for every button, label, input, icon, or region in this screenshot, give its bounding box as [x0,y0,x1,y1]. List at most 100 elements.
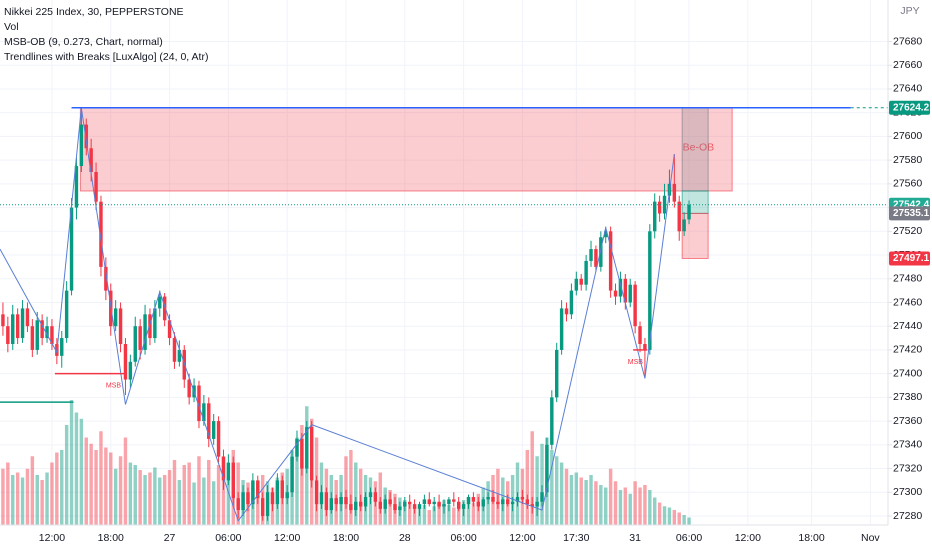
candle-body [128,361,133,380]
y-tick-label: 27680 [893,35,922,47]
y-tick-label: 27600 [893,130,922,142]
volume-bar [633,481,637,525]
candle-body [535,501,539,507]
volume-bar [84,437,88,525]
candle-body [550,397,554,445]
volume-bar [599,485,603,525]
candle-body [540,492,544,502]
candle-body [314,480,319,505]
volume-bar [349,450,353,525]
candle-body [407,501,412,505]
candle-body [520,497,525,500]
x-tick-label: 17:30 [563,532,589,544]
candle-body [618,278,623,297]
volume-bar [564,468,569,525]
candle-body [6,326,10,344]
volume-bar [579,477,583,525]
volume-bar [604,487,608,525]
volume-bar [211,481,216,525]
volume-bar [89,443,93,525]
legend-indicator: Trendlines with Breaks [LuxAlgo] (24, 0,… [4,51,208,63]
candle-body [530,504,534,507]
price-label: 27624.2 [893,102,930,113]
candle-body [35,320,39,350]
volume-bar [187,462,191,525]
candle-body [202,403,206,422]
candle-body [104,266,108,291]
volume-bar [113,468,118,525]
volume-bar [456,502,461,525]
candle-body [50,326,54,344]
candle-body [40,320,44,339]
candle-body [388,499,392,505]
candle-body [393,504,397,511]
candle-body [285,492,289,499]
candle-body [69,207,74,291]
candle-body [153,308,157,339]
volume-bar [623,487,628,525]
candle-body [657,201,662,214]
volume-bar [447,505,451,525]
volume-bar [569,475,574,525]
candle-body [339,497,343,505]
volume-bar [133,465,137,525]
candle-body [158,296,162,309]
volume-bar [192,482,196,525]
volume-bar [6,462,10,525]
volume-bar [153,467,157,525]
candle-body [123,343,128,380]
volume-bar [25,468,30,525]
box-layer: Be-OB [79,107,733,259]
volume-bar [653,497,657,525]
x-tick-label: 18:00 [98,532,124,544]
price-label: 27535.1 [893,208,930,219]
volume-bar [11,475,15,525]
candle-body [94,171,98,202]
candle-body [525,499,530,505]
volume-bar [672,510,677,525]
candle-body [246,492,250,505]
volume-bar [207,460,211,525]
x-tick-label: 18:00 [333,532,359,544]
candle-body [270,492,275,505]
volume-bar [50,462,54,525]
candle-body [584,260,588,285]
zone-box [79,107,733,192]
x-tick-label: 06:00 [215,532,241,544]
candle-body [461,504,466,509]
volume-bar [662,506,667,525]
candle-body [99,201,103,267]
volume-bar [118,456,123,525]
volume-bar [535,456,539,525]
y-tick-label: 27300 [893,486,922,498]
volume-bar [452,507,456,525]
price-label: 27497.1 [893,253,930,264]
volume-bar [618,490,623,525]
volume-bar [295,437,299,525]
price-label-bg [889,100,930,115]
volume-bar [667,507,672,525]
candle-body [45,326,49,339]
candle-body [496,501,500,505]
candle-body [319,492,324,505]
x-tick-label: 28 [399,532,411,544]
volume-bar [182,465,186,525]
candle-body [89,148,93,172]
price-label-bg [889,251,930,266]
volume-bar [471,502,476,525]
candle-body [559,308,564,350]
candle-body [358,501,363,507]
volume-bar [69,400,74,525]
candle-body [79,124,84,167]
volume-bar [94,450,98,525]
candle-body [594,249,598,267]
volume-bar [226,477,231,525]
candle-body [187,379,191,398]
y-tick-label: 27660 [893,59,922,71]
candle-body [84,124,88,149]
volume-bar [172,460,177,525]
candle-body [677,201,681,232]
volume-bar [657,502,662,525]
volume-bar [682,515,686,525]
volume-bar [15,472,20,525]
